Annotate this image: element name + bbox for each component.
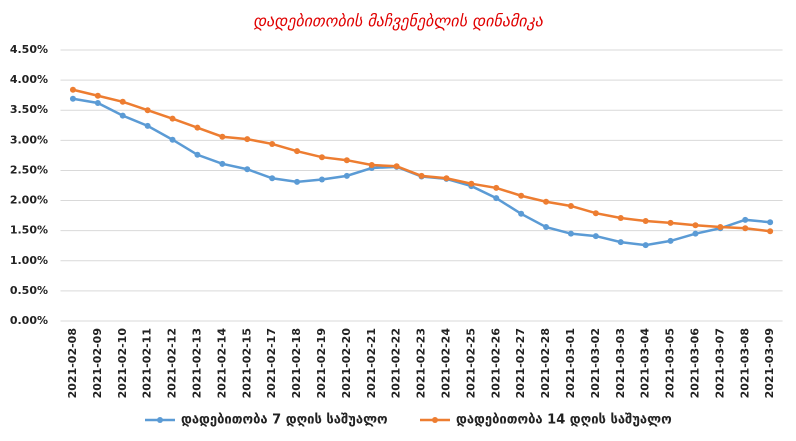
y-tick-label: 1.00% — [10, 254, 48, 267]
legend-marker — [157, 417, 163, 423]
data-point — [269, 175, 276, 182]
x-tick-label: 2021-03-04 — [639, 328, 652, 399]
x-tick-label: 2021-03-01 — [564, 328, 577, 398]
data-point — [294, 148, 301, 155]
data-point — [318, 154, 325, 161]
legend-marker — [432, 417, 438, 423]
data-point — [144, 122, 151, 129]
data-point — [269, 140, 276, 147]
data-point — [94, 99, 101, 106]
data-point — [144, 107, 151, 114]
data-point — [667, 237, 674, 244]
data-point — [493, 195, 500, 202]
data-point — [468, 180, 475, 187]
y-tick-label: 2.50% — [10, 163, 48, 176]
data-point — [194, 124, 201, 131]
x-tick-label: 2021-03-06 — [688, 328, 701, 399]
data-point — [343, 172, 350, 179]
x-tick-label: 2021-02-22 — [390, 328, 403, 398]
x-tick-label: 2021-03-05 — [664, 328, 677, 398]
data-point — [493, 184, 500, 191]
data-point — [518, 210, 525, 217]
data-point — [742, 225, 749, 232]
y-tick-label: 4.50% — [10, 43, 48, 56]
data-point — [69, 86, 76, 93]
x-tick-label: 2021-02-13 — [190, 328, 203, 398]
legend-label: დადებითობა 7 დღის საშუალო — [181, 413, 388, 428]
data-point — [318, 176, 325, 183]
x-tick-label: 2021-02-27 — [514, 328, 527, 398]
x-tick-label: 2021-02-24 — [439, 328, 452, 399]
data-point — [244, 166, 251, 173]
data-point — [567, 230, 574, 237]
x-tick-label: 2021-03-09 — [763, 328, 776, 398]
x-tick-label: 2021-02-15 — [240, 328, 253, 398]
x-tick-label: 2021-02-20 — [340, 328, 353, 399]
data-point — [119, 98, 126, 105]
x-tick-label: 2021-02-10 — [116, 328, 129, 399]
data-point — [244, 136, 251, 143]
data-point — [692, 222, 699, 229]
data-point — [742, 216, 749, 223]
data-point — [443, 175, 450, 182]
data-point — [717, 224, 724, 231]
x-tick-label: 2021-02-19 — [315, 328, 328, 398]
y-tick-label: 1.50% — [10, 224, 48, 237]
x-tick-label: 2021-02-12 — [166, 328, 179, 398]
data-point — [667, 219, 674, 226]
chart-title: დადებითობის მაჩვენებლის დინამიკა — [253, 12, 544, 31]
data-point — [418, 172, 425, 179]
data-point — [543, 224, 550, 231]
data-point — [194, 151, 201, 158]
data-point — [169, 136, 176, 143]
data-point — [767, 228, 774, 235]
data-point — [617, 239, 624, 246]
data-point — [692, 230, 699, 237]
y-tick-label: 3.50% — [10, 103, 48, 116]
data-point — [169, 115, 176, 122]
y-tick-label: 2.00% — [10, 194, 48, 207]
data-point — [343, 157, 350, 164]
x-tick-label: 2021-02-09 — [91, 328, 104, 398]
data-point — [393, 163, 400, 170]
data-point — [294, 178, 301, 185]
x-tick-label: 2021-02-14 — [215, 328, 228, 399]
data-point — [567, 202, 574, 209]
data-point — [617, 215, 624, 222]
data-point — [592, 233, 599, 240]
data-point — [543, 198, 550, 205]
data-point — [767, 219, 774, 226]
legend-label: დადებითობა 14 დღის საშუალო — [456, 413, 672, 428]
data-point — [219, 160, 226, 167]
x-tick-label: 2021-02-23 — [415, 328, 428, 398]
x-tick-label: 2021-02-25 — [464, 328, 477, 398]
y-tick-label: 3.00% — [10, 133, 48, 146]
data-point — [219, 133, 226, 140]
x-tick-label: 2021-02-26 — [489, 328, 502, 399]
data-point — [642, 218, 649, 225]
data-point — [642, 242, 649, 249]
x-tick-label: 2021-03-07 — [713, 328, 726, 398]
data-point — [518, 192, 525, 199]
y-tick-label: 0.50% — [10, 284, 48, 297]
x-tick-label: 2021-02-28 — [539, 328, 552, 398]
x-tick-label: 2021-02-17 — [265, 328, 278, 398]
x-tick-label: 2021-03-03 — [614, 328, 627, 398]
x-tick-label: 2021-02-11 — [141, 328, 154, 398]
x-tick-label: 2021-02-21 — [365, 328, 378, 398]
data-point — [69, 95, 76, 102]
x-tick-label: 2021-02-18 — [290, 328, 303, 398]
x-tick-label: 2021-03-02 — [589, 328, 602, 398]
x-tick-label: 2021-02-08 — [66, 328, 79, 398]
y-tick-label: 4.00% — [10, 73, 48, 86]
x-tick-label: 2021-03-08 — [738, 328, 751, 398]
data-point — [94, 92, 101, 99]
data-point — [119, 112, 126, 119]
data-point — [592, 210, 599, 217]
y-tick-label: 0.00% — [10, 314, 48, 327]
data-point — [368, 162, 375, 169]
